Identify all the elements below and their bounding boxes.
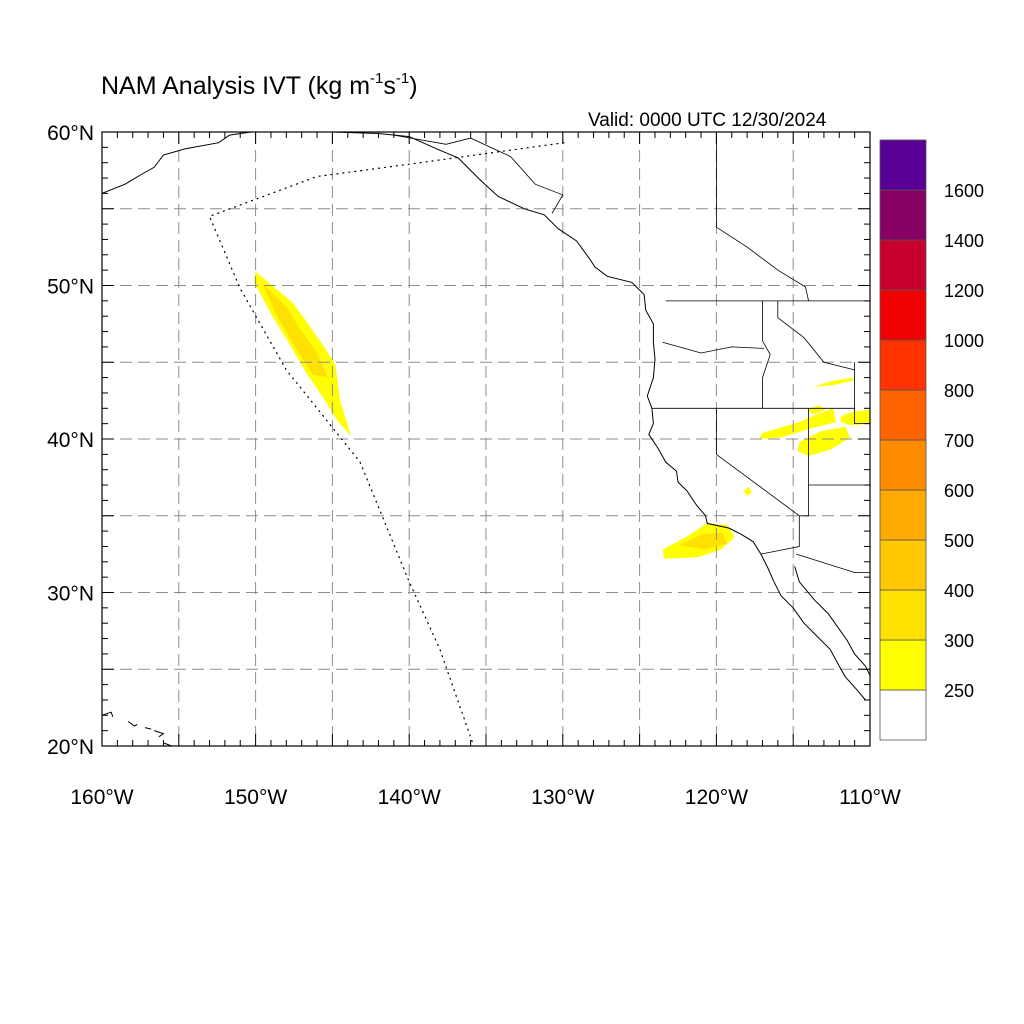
colorbar-label: 1400	[944, 231, 984, 251]
lon-tick-label: 150°W	[224, 786, 287, 809]
title-sup2: -1	[395, 70, 410, 87]
colorbar-box	[879, 539, 927, 591]
coastline-hawaii	[127, 720, 138, 727]
ivt-region-nevada-spot	[807, 405, 826, 415]
coastline-hawaii	[154, 730, 165, 738]
coastline-hawaii	[144, 727, 152, 730]
colorbar-box	[879, 339, 927, 391]
lon-tick-label: 160°W	[70, 786, 133, 809]
lat-tick-label: 50°N	[47, 276, 94, 299]
title-sup1: -1	[370, 70, 384, 87]
colorbar-label: 1000	[944, 331, 984, 351]
ivt-region-offshore-band-core	[261, 282, 328, 378]
coastline-alaska	[102, 132, 252, 194]
coastline-hawaii	[102, 711, 114, 717]
lat-tick-label: 30°N	[47, 583, 94, 606]
ivt-region-great-basin-south	[797, 426, 850, 456]
political-boundary	[716, 132, 809, 301]
political-boundary	[762, 300, 771, 409]
coastline-hawaii	[163, 742, 179, 746]
colorbar-box	[879, 239, 927, 291]
colorbar-box	[879, 189, 927, 241]
colorbar-box	[879, 139, 927, 191]
political-boundary	[796, 553, 870, 573]
ivt-region-sierra-spot	[744, 486, 752, 496]
colorbar-box	[879, 639, 927, 691]
colorbar-label: 600	[944, 481, 974, 501]
lat-tick-label: 40°N	[47, 429, 94, 452]
title-end: )	[409, 72, 418, 100]
colorbar: 250 300 400 500 600 700 800 1000 1200 1400 1600	[879, 139, 984, 741]
political-boundary	[393, 134, 564, 214]
title-mid: s	[383, 72, 396, 100]
coastline-north-america	[332, 132, 866, 701]
political-boundary	[799, 485, 809, 517]
title-text: NAM Analysis IVT (kg m	[101, 72, 371, 100]
colorbar-label: 700	[944, 431, 974, 451]
map-frame-content	[102, 132, 870, 746]
ivt-region-idaho-streak	[813, 377, 854, 387]
colorbar-label: 400	[944, 581, 974, 601]
ivt-region-utah-east	[840, 409, 870, 426]
colorbar-box	[879, 439, 927, 491]
colorbar-label: 1200	[944, 281, 984, 301]
lon-tick-label: 120°W	[685, 786, 748, 809]
ivt-region-socal-offshore-core	[679, 532, 728, 550]
lon-tick-label: 140°W	[378, 786, 441, 809]
colorbar-box	[879, 689, 927, 741]
map-axes: 160°W 150°W 140°W 130°W 120°W 110°W 20°N 30°N 40…	[47, 122, 901, 809]
ivt-region-great-basin-north	[759, 408, 837, 439]
political-boundary	[662, 341, 765, 354]
lon-tick-label: 130°W	[531, 786, 594, 809]
colorbar-label: 300	[944, 631, 974, 651]
lat-tick-label: 60°N	[47, 122, 94, 145]
colorbar-box	[879, 489, 927, 541]
lat-tick-label: 20°N	[47, 736, 94, 759]
colorbar-box	[879, 589, 927, 641]
political-boundary	[777, 300, 855, 371]
colorbar-label: 800	[944, 381, 974, 401]
colorbar-label: 500	[944, 531, 974, 551]
colorbar-label: 250	[944, 681, 974, 701]
coastline-gulf-of-california	[794, 566, 870, 676]
valid-time-label: Valid: 0000 UTC 12/30/2024	[588, 110, 827, 131]
colorbar-label: 1600	[944, 181, 984, 201]
colorbar-box	[879, 289, 927, 341]
colorbar-box	[879, 389, 927, 441]
lon-tick-label: 110°W	[839, 786, 901, 809]
model-domain-boundary	[208, 142, 565, 746]
map-title: NAM Analysis IVT (kg m-1s-1)	[101, 70, 418, 101]
